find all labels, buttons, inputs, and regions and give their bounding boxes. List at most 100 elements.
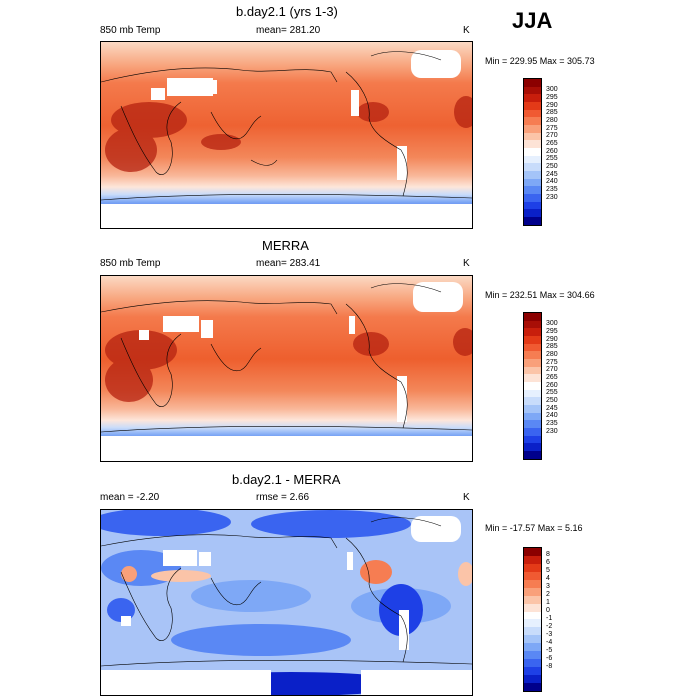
colorbar-swatch [524, 667, 541, 675]
colorbar-swatch [524, 217, 541, 225]
panel-2-units-label: K [463, 258, 470, 269]
panel-3-cb-label: -6 [546, 655, 553, 662]
colorbar-swatch [524, 178, 541, 187]
colorbar-swatch [524, 351, 541, 360]
panel-3-cb-label: 5 [546, 567, 550, 574]
panel-2-variable-label: 850 mb Temp [100, 258, 161, 269]
colorbar-swatch [524, 163, 541, 172]
panel-3-title: b.day2.1 - MERRA [232, 472, 341, 487]
season-label: JJA [512, 8, 553, 33]
panel-2-cb-label: 255 [546, 389, 558, 396]
panel-1-cb-label: 255 [546, 155, 558, 162]
panel-1-units-label: K [463, 25, 470, 36]
panel-1-cb-label: 275 [546, 125, 558, 132]
colorbar-swatch [524, 374, 541, 383]
colorbar-swatch [524, 555, 541, 564]
colorbar-swatch [524, 389, 541, 398]
panel-3-negative-regions [101, 510, 451, 695]
panel-1-colorbar [523, 78, 542, 226]
panel-3-coastlines [101, 517, 472, 667]
colorbar-swatch [524, 209, 541, 218]
panel-3-cb-label: 3 [546, 583, 550, 590]
colorbar-swatch [524, 571, 541, 580]
panel-3-minmax-label: Min = -17.57 Max = 5.16 [485, 523, 583, 533]
panel-2-cb-label: 295 [546, 328, 558, 335]
panel-2-colorbar-swatches [524, 313, 541, 459]
panel-1-map [100, 41, 473, 229]
panel-1-title: b.day2.1 (yrs 1-3) [236, 4, 338, 19]
panel-3-cb-label: 1 [546, 599, 550, 606]
panel-1-cb-label: 280 [546, 117, 558, 124]
colorbar-swatch [524, 651, 541, 660]
panel-3-cb-label: -1 [546, 615, 553, 622]
panel-3-rmse-label: rmse = 2.66 [256, 492, 310, 503]
panel-2-cb-label: 235 [546, 420, 558, 427]
panel-1-minmax-label: Min = 229.95 Max = 305.73 [485, 56, 595, 66]
panel-1-variable-label: 850 mb Temp [100, 25, 161, 36]
colorbar-swatch [524, 405, 541, 413]
panel-3-missing-regions [101, 516, 472, 695]
panel-3-cb-label: 2 [546, 591, 550, 598]
panel-3-positive-regions [121, 560, 472, 586]
panel-2-colorbar [523, 312, 542, 460]
panel-3-cb-label: -8 [546, 663, 553, 670]
panel-2-cb-label: 280 [546, 351, 558, 358]
panel-1-mean-label: mean= 281.20 [256, 25, 321, 36]
colorbar-swatch [524, 603, 541, 612]
colorbar-swatch [524, 109, 541, 118]
panel-1-cb-label: 285 [546, 109, 558, 116]
colorbar-swatch [524, 194, 541, 202]
colorbar-swatch [524, 155, 541, 164]
colorbar-swatch [524, 627, 541, 636]
panel-2-cb-label: 275 [546, 359, 558, 366]
colorbar-swatch [524, 682, 541, 691]
panel-3-cb-label: 0 [546, 607, 550, 614]
panel-1-cb-label: 230 [546, 194, 558, 201]
panel-3-cb-label: 4 [546, 575, 550, 582]
panel-1-cb-label: 235 [546, 186, 558, 193]
panel-1-cb-label: 300 [546, 86, 558, 93]
colorbar-swatch [524, 132, 541, 141]
colorbar-swatch [524, 412, 541, 421]
colorbar-swatch [524, 451, 541, 459]
panel-1-cb-label: 250 [546, 163, 558, 170]
panel-3-cb-label: -2 [546, 623, 553, 630]
panel-3-cb-label: -3 [546, 631, 553, 638]
colorbar-swatch [524, 171, 541, 179]
colorbar-swatch [524, 563, 541, 572]
panel-3-cb-label: -4 [546, 639, 553, 646]
panel-1-cb-label: 240 [546, 178, 558, 185]
panel-2-cb-label: 270 [546, 366, 558, 373]
colorbar-swatch [524, 428, 541, 436]
colorbar-swatch [524, 125, 541, 133]
panel-3-mean-label: mean = -2.20 [100, 492, 160, 503]
colorbar-swatch [524, 635, 541, 644]
colorbar-swatch [524, 102, 541, 110]
panel-1-cb-label: 270 [546, 132, 558, 139]
colorbar-swatch [524, 328, 541, 337]
panel-1-colorbar-swatches [524, 79, 541, 225]
panel-3-colorbar [523, 547, 542, 692]
colorbar-swatch [524, 420, 541, 429]
panel-2-warm-regions [105, 328, 472, 402]
colorbar-swatch [524, 611, 541, 620]
colorbar-swatch [524, 382, 541, 390]
colorbar-swatch [524, 366, 541, 375]
panel-1-warm-regions [105, 96, 472, 172]
panel-3-colorbar-swatches [524, 548, 541, 691]
panel-2-coastlines [101, 283, 472, 433]
panel-2-cb-label: 285 [546, 343, 558, 350]
panel-2-missing-regions [101, 282, 472, 461]
colorbar-swatch [524, 313, 541, 321]
colorbar-swatch [524, 579, 541, 588]
colorbar-swatch [524, 619, 541, 628]
colorbar-swatch [524, 140, 541, 149]
colorbar-swatch [524, 359, 541, 367]
panel-2-cb-label: 245 [546, 405, 558, 412]
panel-2-cb-label: 240 [546, 412, 558, 419]
colorbar-swatch [524, 94, 541, 103]
panel-3-units-label: K [463, 492, 470, 503]
colorbar-swatch [524, 675, 541, 683]
colorbar-swatch [524, 336, 541, 344]
panel-2-cb-label: 250 [546, 397, 558, 404]
